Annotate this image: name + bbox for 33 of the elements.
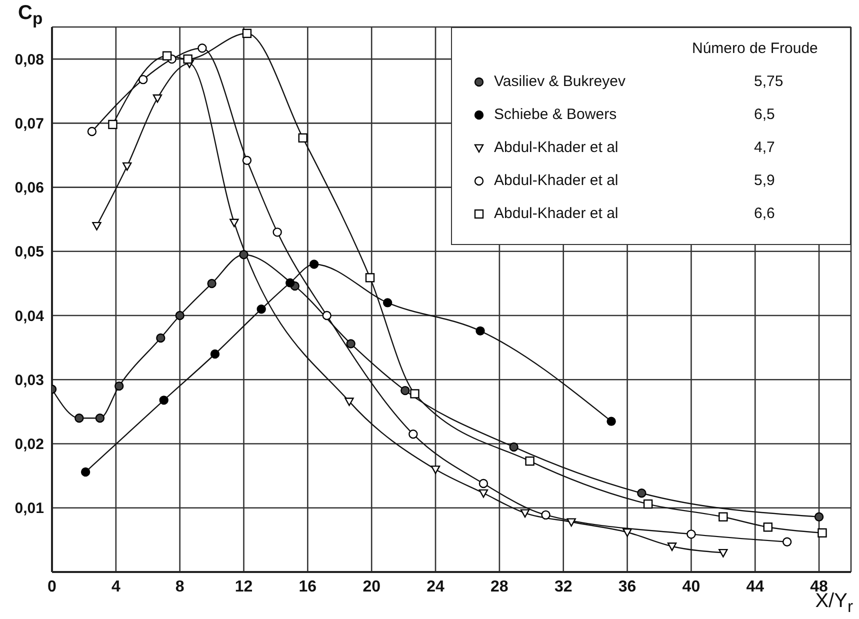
y-tick-label: 0,02	[14, 436, 44, 454]
y-tick-label: 0,06	[14, 180, 44, 197]
x-tick-label: 20	[362, 578, 381, 596]
y-tick-label: 0,08	[14, 51, 44, 68]
x-tick-label: 0	[48, 578, 57, 596]
y-axis-title: C$_{p}$	[18, 2, 43, 29]
annotation: 4,7	[754, 139, 775, 156]
legend-label: Abdul-Khader et al	[494, 205, 620, 222]
legend-title: Número de Froude	[692, 40, 819, 57]
legend-label: Abdul-Khader et al	[494, 139, 620, 156]
x-tick-label: 24	[426, 578, 445, 596]
x-axis-title: X/Y$_{r}$	[815, 590, 853, 617]
x-tick-label: 40	[682, 578, 700, 596]
annotation: 5,9	[754, 172, 775, 189]
y-tick-label: 0,01	[14, 500, 44, 518]
x-tick-label: 12	[234, 578, 253, 596]
x-tick-label: 32	[554, 578, 572, 596]
legend-label: Schiebe & Bowers	[494, 106, 618, 123]
x-tick-label: 36	[618, 578, 636, 596]
annotation: 6,5	[754, 106, 775, 123]
y-tick-label: 0,07	[14, 116, 44, 132]
y-tick-label: 0,03	[14, 372, 44, 389]
x-tick-label: 4	[111, 578, 120, 596]
annotation: 6,6	[754, 205, 775, 222]
x-tick-label: 44	[746, 578, 764, 596]
x-tick-label: 28	[490, 578, 508, 596]
x-tick-label: 16	[298, 578, 317, 596]
legend-label: Vasiliev & Bukreyev	[494, 73, 626, 90]
x-tick-label: 8	[175, 578, 184, 596]
legend-label: Abdul-Khader et al	[494, 172, 620, 189]
y-tick-label: 0,04	[14, 308, 45, 325]
annotation: 5,75	[754, 73, 784, 90]
y-tick-label: 0,05	[14, 244, 44, 261]
